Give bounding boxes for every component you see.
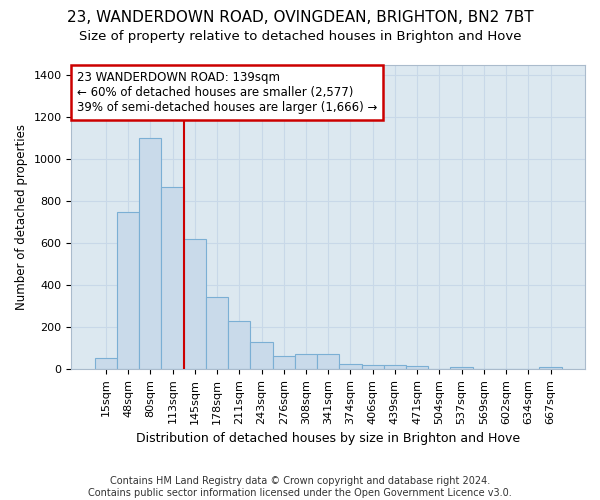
Bar — [117, 212, 139, 369]
Bar — [317, 354, 340, 369]
Bar — [139, 138, 161, 369]
Bar — [362, 365, 384, 369]
Text: 23, WANDERDOWN ROAD, OVINGDEAN, BRIGHTON, BN2 7BT: 23, WANDERDOWN ROAD, OVINGDEAN, BRIGHTON… — [67, 10, 533, 25]
Bar — [95, 358, 117, 369]
Bar — [161, 186, 184, 369]
Text: 23 WANDERDOWN ROAD: 139sqm
← 60% of detached houses are smaller (2,577)
39% of s: 23 WANDERDOWN ROAD: 139sqm ← 60% of deta… — [77, 71, 377, 114]
Bar — [340, 364, 362, 369]
Bar — [206, 296, 228, 369]
Text: Size of property relative to detached houses in Brighton and Hove: Size of property relative to detached ho… — [79, 30, 521, 43]
Bar — [451, 368, 473, 369]
Bar — [184, 239, 206, 369]
Bar — [250, 342, 272, 369]
Bar — [272, 356, 295, 369]
Bar — [228, 320, 250, 369]
Bar — [295, 354, 317, 369]
Bar — [384, 365, 406, 369]
Bar — [406, 366, 428, 369]
Text: Contains HM Land Registry data © Crown copyright and database right 2024.
Contai: Contains HM Land Registry data © Crown c… — [88, 476, 512, 498]
X-axis label: Distribution of detached houses by size in Brighton and Hove: Distribution of detached houses by size … — [136, 432, 520, 445]
Bar — [539, 368, 562, 369]
Y-axis label: Number of detached properties: Number of detached properties — [15, 124, 28, 310]
